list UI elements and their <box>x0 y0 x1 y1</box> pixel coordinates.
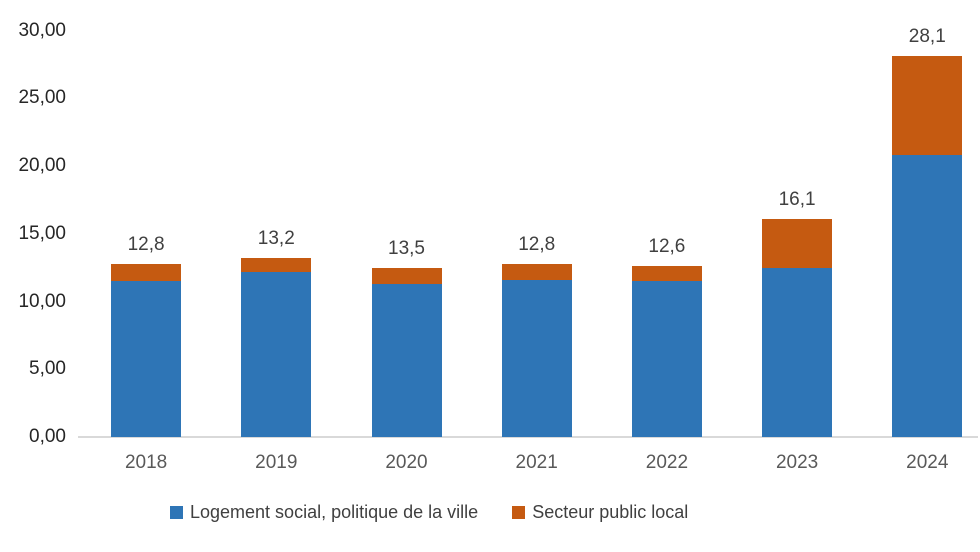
y-axis-tick-label: 15,00 <box>18 222 66 244</box>
legend: Logement social, politique de la ville Se… <box>170 502 688 523</box>
y-axis-tick-label: 5,00 <box>29 358 66 380</box>
bar-total-label: 16,1 <box>778 188 816 210</box>
bar-segment-secteur-public <box>892 56 963 156</box>
bar-segment-logement-social <box>762 267 833 437</box>
x-axis-line <box>78 436 978 438</box>
bar-total-label: 12,8 <box>127 233 165 255</box>
bar-segment-logement-social <box>892 155 963 437</box>
bar-segment-logement-social <box>501 279 572 437</box>
bar-segment-secteur-public <box>631 266 702 282</box>
y-axis-tick-label: 30,00 <box>18 19 66 41</box>
bar-segment-logement-social <box>371 283 442 437</box>
x-axis-label: 2018 <box>124 452 168 473</box>
bar-total-label: 12,6 <box>648 236 686 258</box>
legend-item: Secteur public local <box>512 502 688 523</box>
bar-total-label: 28,1 <box>908 26 946 48</box>
x-axis-label: 2020 <box>385 452 428 473</box>
bar-segment-logement-social <box>241 271 312 437</box>
x-axis-label: 2021 <box>515 452 558 473</box>
x-axis-label: 2023 <box>775 452 819 473</box>
legend-item: Logement social, politique de la ville <box>170 502 478 523</box>
legend-label: Secteur public local <box>532 502 689 522</box>
bar-total-label: 13,5 <box>388 238 425 260</box>
bar-segment-secteur-public <box>111 263 182 282</box>
bar-segment-secteur-public <box>371 268 442 284</box>
bar-total-label: 13,2 <box>257 228 295 250</box>
bar-segment-secteur-public <box>241 258 312 272</box>
legend-swatch-icon <box>512 506 526 519</box>
legend-label: Logement social, politique de la ville <box>190 502 479 522</box>
bar-segment-logement-social <box>111 281 182 437</box>
bar-total-label: 12,8 <box>518 233 556 255</box>
y-axis-tick-label: 10,00 <box>18 290 66 312</box>
x-axis-label: 2019 <box>255 452 298 473</box>
bar-segment-secteur-public <box>501 263 572 280</box>
y-axis-tick-label: 0,00 <box>29 426 66 447</box>
y-axis-tick-label: 25,00 <box>18 87 66 109</box>
bar-segment-secteur-public <box>762 218 833 268</box>
x-axis-label: 2022 <box>645 452 689 473</box>
legend-swatch-icon <box>170 506 183 519</box>
x-axis-label: 2024 <box>906 452 949 473</box>
y-axis-tick-label: 20,00 <box>18 155 66 177</box>
bar-segment-logement-social <box>631 281 702 437</box>
